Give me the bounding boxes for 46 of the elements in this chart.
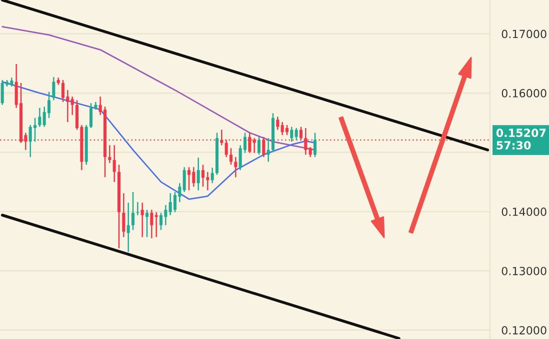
candlestick	[131, 191, 135, 231]
candlestick	[196, 157, 200, 191]
candlestick	[248, 132, 252, 154]
candlestick	[229, 148, 233, 166]
y-tick-label: 0.16000	[502, 89, 546, 98]
candlestick	[266, 137, 270, 162]
candlestick	[220, 129, 224, 146]
candlestick	[140, 202, 144, 238]
candlestick	[294, 127, 298, 140]
candlestick	[112, 144, 116, 183]
candlestick	[159, 212, 163, 231]
candlestick	[308, 146, 312, 158]
candlestick	[257, 136, 261, 156]
candlestick	[145, 209, 149, 238]
candlestick	[122, 192, 126, 238]
candlestick	[154, 212, 158, 238]
candlestick	[52, 76, 56, 101]
candlestick	[299, 126, 303, 140]
candlestick	[210, 167, 214, 184]
candlestick	[89, 102, 93, 129]
y-tick-label: 0.12000	[502, 326, 546, 334]
y-tick-label: 0.17000	[502, 30, 546, 38]
candlestick	[276, 116, 280, 130]
candlestick	[150, 209, 154, 239]
candlestick	[108, 144, 112, 164]
candlestick	[61, 79, 65, 103]
line-series	[2, 81, 316, 200]
candlestick	[252, 137, 256, 154]
candlestick	[262, 136, 266, 158]
candlestick	[285, 124, 289, 136]
candlestick	[201, 164, 205, 188]
candlestick	[234, 156, 238, 178]
candlestick	[304, 127, 308, 156]
candlestick	[290, 126, 294, 142]
y-tick-label: 0.13000	[502, 266, 546, 276]
ref-line-label: 0.15207 57:30	[496, 128, 546, 150]
candlestick	[38, 107, 42, 128]
y-tick-label: 0.14000	[502, 208, 546, 216]
candlestick	[313, 132, 317, 158]
candlestick	[136, 201, 140, 216]
candlestick	[182, 166, 186, 193]
candlestick	[224, 139, 228, 158]
candlestick	[33, 117, 37, 142]
candlestick	[70, 96, 74, 116]
candlestick	[187, 166, 191, 191]
candlestick	[126, 202, 130, 253]
